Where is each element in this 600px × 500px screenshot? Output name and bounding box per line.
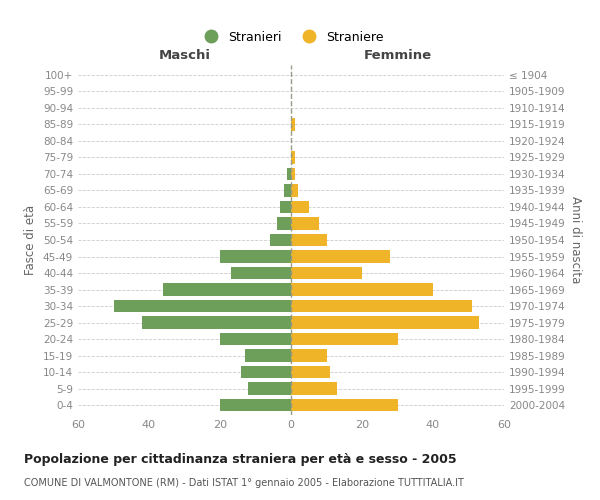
Bar [113,300,291,312]
Bar [291,366,330,378]
Bar [284,184,291,196]
Bar [248,382,291,395]
Bar [241,366,291,378]
Bar [220,250,291,262]
Bar [280,201,291,213]
Bar [142,316,291,328]
Bar [230,267,291,279]
Bar [291,218,319,230]
Bar [291,250,391,262]
Bar [291,118,295,130]
Bar [291,350,326,362]
Bar [291,382,337,395]
Bar [291,267,362,279]
Bar [287,168,291,180]
Text: Popolazione per cittadinanza straniera per età e sesso - 2005: Popolazione per cittadinanza straniera p… [24,452,457,466]
Y-axis label: Fasce di età: Fasce di età [25,205,37,275]
Bar [291,399,398,411]
Text: COMUNE DI VALMONTONE (RM) - Dati ISTAT 1° gennaio 2005 - Elaborazione TUTTITALIA: COMUNE DI VALMONTONE (RM) - Dati ISTAT 1… [24,478,464,488]
Bar [291,152,295,164]
Text: Maschi: Maschi [158,48,211,62]
Bar [291,184,298,196]
Bar [291,201,309,213]
Bar [220,333,291,345]
Bar [291,234,326,246]
Bar [220,399,291,411]
Bar [291,333,398,345]
Bar [291,284,433,296]
Bar [291,168,295,180]
Bar [245,350,291,362]
Bar [163,284,291,296]
Bar [291,316,479,328]
Bar [277,218,291,230]
Y-axis label: Anni di nascita: Anni di nascita [569,196,582,284]
Legend: Stranieri, Straniere: Stranieri, Straniere [193,26,389,49]
Bar [291,300,472,312]
Text: Femmine: Femmine [364,48,431,62]
Bar [270,234,291,246]
